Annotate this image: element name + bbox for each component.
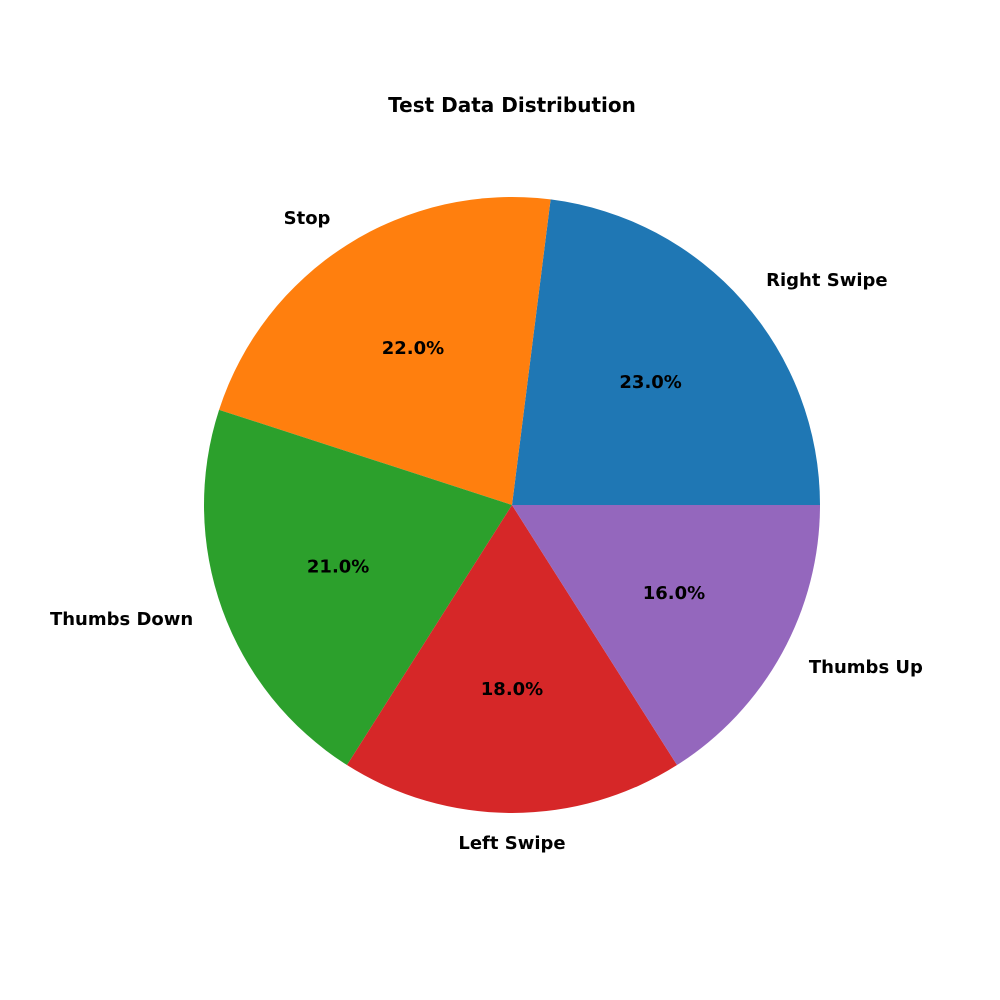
pie-slice-thumbs-up: [512, 505, 820, 766]
category-label: Thumbs Up: [809, 657, 923, 678]
percentage-label: 22.0%: [382, 338, 444, 359]
pie-slice-thumbs-down: [204, 409, 513, 766]
category-label: Left Swipe: [458, 833, 565, 854]
pie-slice-right-swipe: [512, 199, 820, 506]
category-label: Right Swipe: [766, 270, 887, 291]
pie-labels: Right Swipe 23.0% Stop 22.0% Thumbs Down 21.0…: [50, 208, 923, 854]
chart-title: Test Data Distribution: [388, 93, 636, 117]
pie-slice-left-swipe: [346, 505, 678, 813]
category-label: Thumbs Down: [50, 609, 193, 630]
pie-slice-stop: [219, 197, 551, 505]
percentage-label: 21.0%: [307, 557, 369, 578]
category-label: Stop: [284, 208, 331, 229]
percentage-label: 16.0%: [643, 583, 705, 604]
pie-slices: [204, 197, 820, 813]
percentage-label: 23.0%: [619, 372, 681, 393]
percentage-label: 18.0%: [481, 679, 543, 700]
